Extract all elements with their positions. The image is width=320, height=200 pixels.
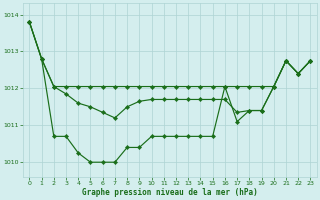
X-axis label: Graphe pression niveau de la mer (hPa): Graphe pression niveau de la mer (hPa) [82,188,258,197]
